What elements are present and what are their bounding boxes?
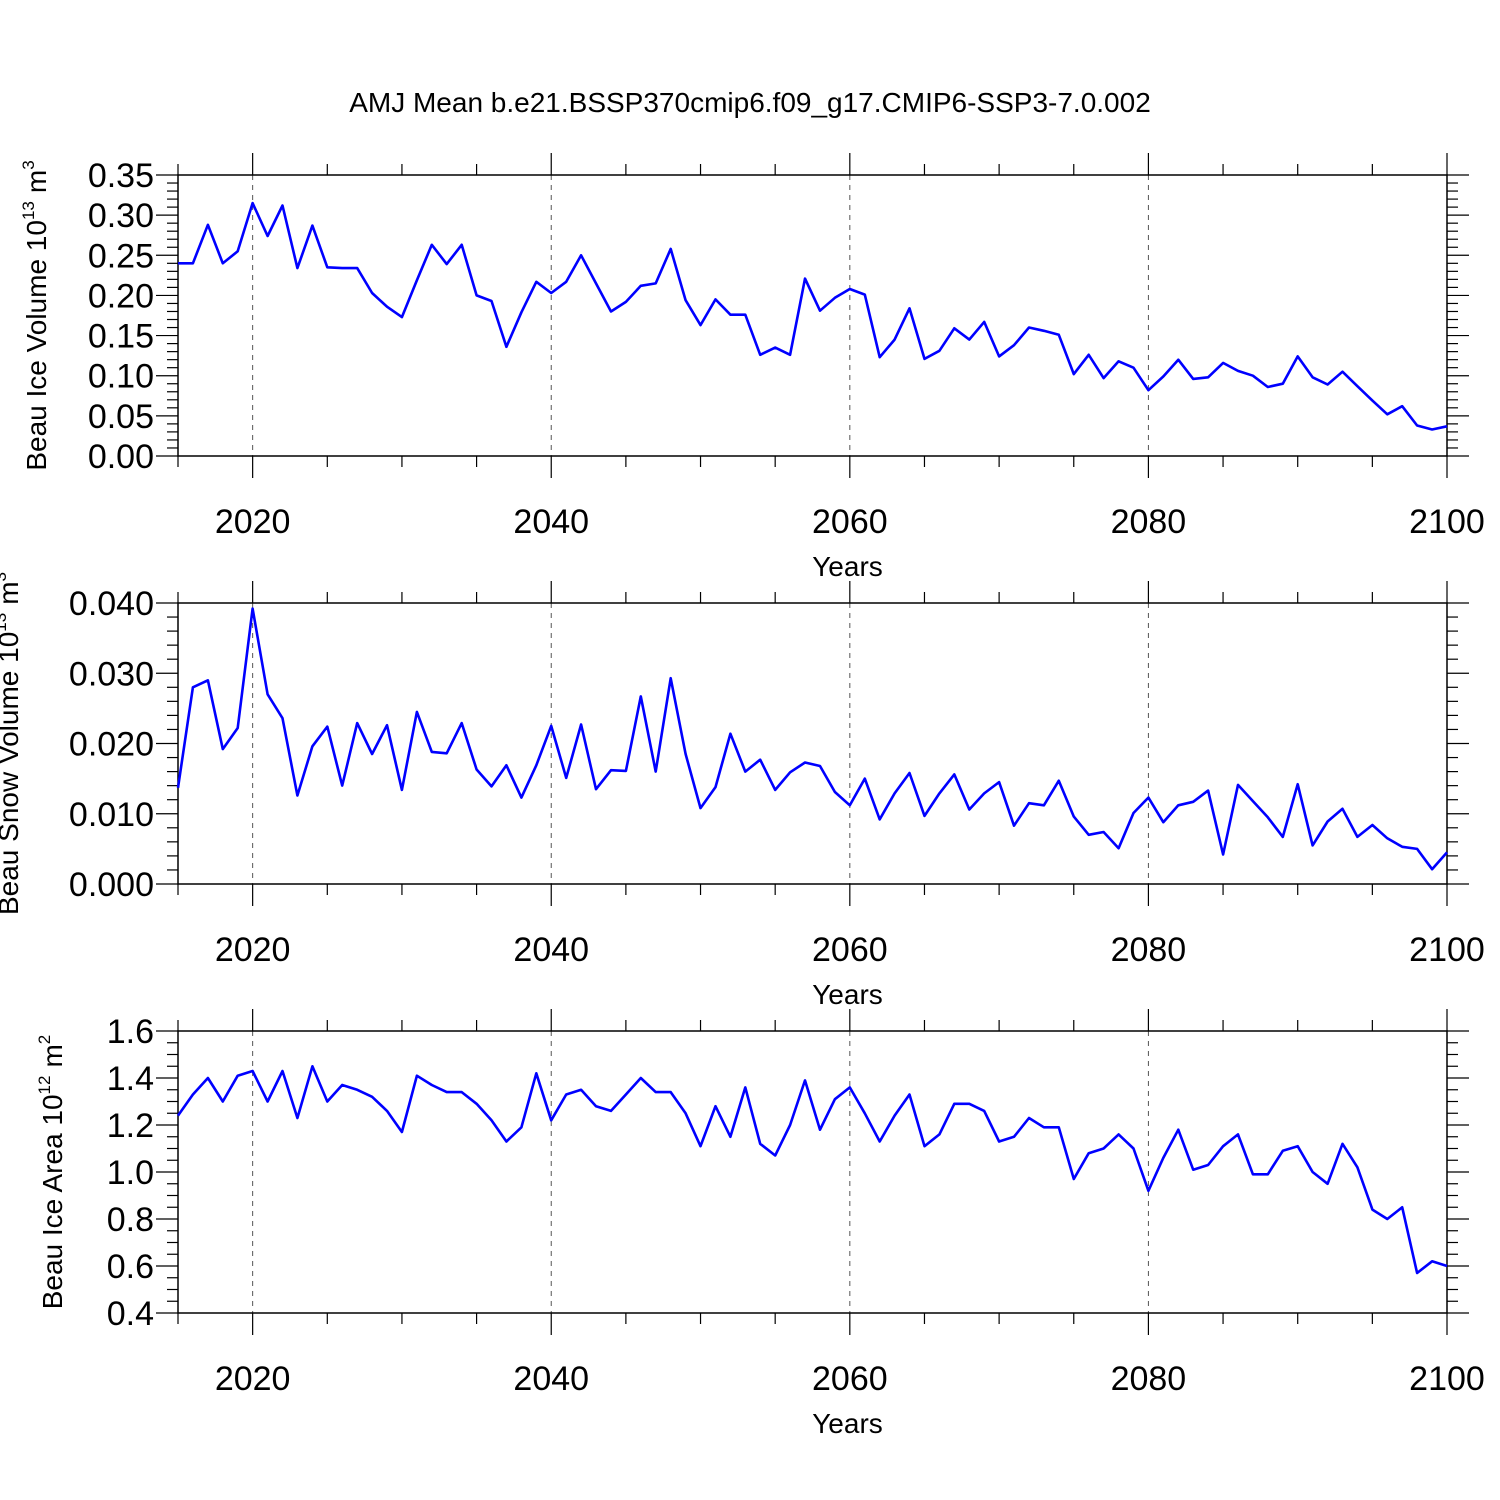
x-tick-label: 2080	[1111, 1360, 1187, 1398]
y-axis-title: Beau Snow Volume 1013 m3	[0, 572, 24, 915]
x-tick-label: 2040	[513, 503, 589, 541]
y-axis-title-exponent: 13	[0, 613, 10, 632]
y-axis-title-text: Beau Snow Volume 10	[0, 632, 24, 915]
x-tick-label: 2080	[1111, 931, 1187, 969]
y-axis-title-text: Beau Ice Area 10	[37, 1094, 68, 1309]
y-axis-title-unit-exponent: 3	[19, 160, 38, 169]
y-axis-title-unit: m	[37, 1044, 68, 1067]
y-axis-title: Beau Ice Area 1012 m2	[35, 1035, 68, 1310]
y-axis-title-unit-exponent: 3	[0, 572, 10, 581]
y-tick-label: 0.20	[88, 277, 154, 315]
panel-3: 2020 2040 2060 2080 2100 0.4 0.6 0.8 1.0 1.2 1.4 1.…	[35, 1009, 1485, 1439]
x-tick-label: 2040	[513, 931, 589, 969]
x-axis-title: Years	[812, 979, 883, 1010]
x-tick-label: 2060	[812, 931, 888, 969]
y-tick-label: 1.0	[107, 1154, 154, 1192]
y-tick-label: 0.6	[107, 1248, 154, 1286]
y-tick-label: 1.6	[107, 1013, 154, 1051]
y-axis-title-exponent: 12	[35, 1076, 54, 1095]
y-tick-label: 1.2	[107, 1107, 154, 1145]
y-tick-label: 0.4	[107, 1295, 154, 1333]
y-tick-label: 0.15	[88, 318, 154, 356]
panel-1: 2020 2040 2060 2080 2100 0.000.050.100.150.20…	[19, 153, 1485, 582]
y-tick-label: 0.25	[88, 237, 154, 275]
x-axis-title: Years	[812, 1408, 883, 1439]
figure-title: AMJ Mean b.e21.BSSP370cmip6.f09_g17.CMIP…	[349, 87, 1151, 118]
y-tick-label: 0.040	[69, 585, 154, 623]
series-line	[178, 201, 1448, 431]
panels: 2020 2040 2060 2080 2100 0.000.050.100.150.20…	[0, 153, 1485, 1439]
y-tick-label: 0.05	[88, 398, 154, 436]
y-tick-label: 0.010	[69, 796, 154, 834]
y-tick-label: 0.00	[88, 438, 154, 476]
x-tick-label: 2020	[215, 1360, 291, 1398]
y-tick-label: 0.35	[88, 157, 154, 195]
y-axis-title: Beau Ice Volume 1013 m3	[19, 160, 52, 470]
x-tick-label: 2040	[513, 1360, 589, 1398]
y-tick-label: 0.000	[69, 866, 154, 904]
x-tick-label: 2100	[1409, 503, 1485, 541]
y-axis-title-unit: m	[21, 170, 52, 193]
y-axis-title-unit-exponent: 2	[35, 1035, 54, 1044]
y-tick-label: 0.10	[88, 358, 154, 396]
x-tick-label: 2060	[812, 1360, 888, 1398]
x-tick-label: 2080	[1111, 503, 1187, 541]
x-tick-label: 2020	[215, 931, 291, 969]
y-tick-label: 0.020	[69, 726, 154, 764]
y-tick-label: 0.8	[107, 1201, 154, 1239]
y-axis-title-unit: m	[0, 581, 24, 604]
y-tick-label: 1.4	[107, 1060, 154, 1098]
x-tick-label: 2100	[1409, 931, 1485, 969]
x-tick-label: 2060	[812, 503, 888, 541]
x-axis-title: Years	[812, 551, 883, 582]
panel-2: 2020 2040 2060 2080 2100 0.000 0.010 0.020 0.030…	[0, 572, 1485, 1010]
series-line	[176, 1065, 1448, 1275]
x-tick-label: 2020	[215, 503, 291, 541]
y-tick-label: 0.30	[88, 197, 154, 235]
x-tick-label: 2100	[1409, 1360, 1485, 1398]
y-tick-label: 0.030	[69, 655, 154, 693]
y-axis-title-exponent: 13	[19, 201, 38, 220]
y-axis-title-text: Beau Ice Volume 10	[21, 220, 52, 471]
plot-frame	[177, 174, 1448, 457]
series-line	[176, 607, 1448, 871]
